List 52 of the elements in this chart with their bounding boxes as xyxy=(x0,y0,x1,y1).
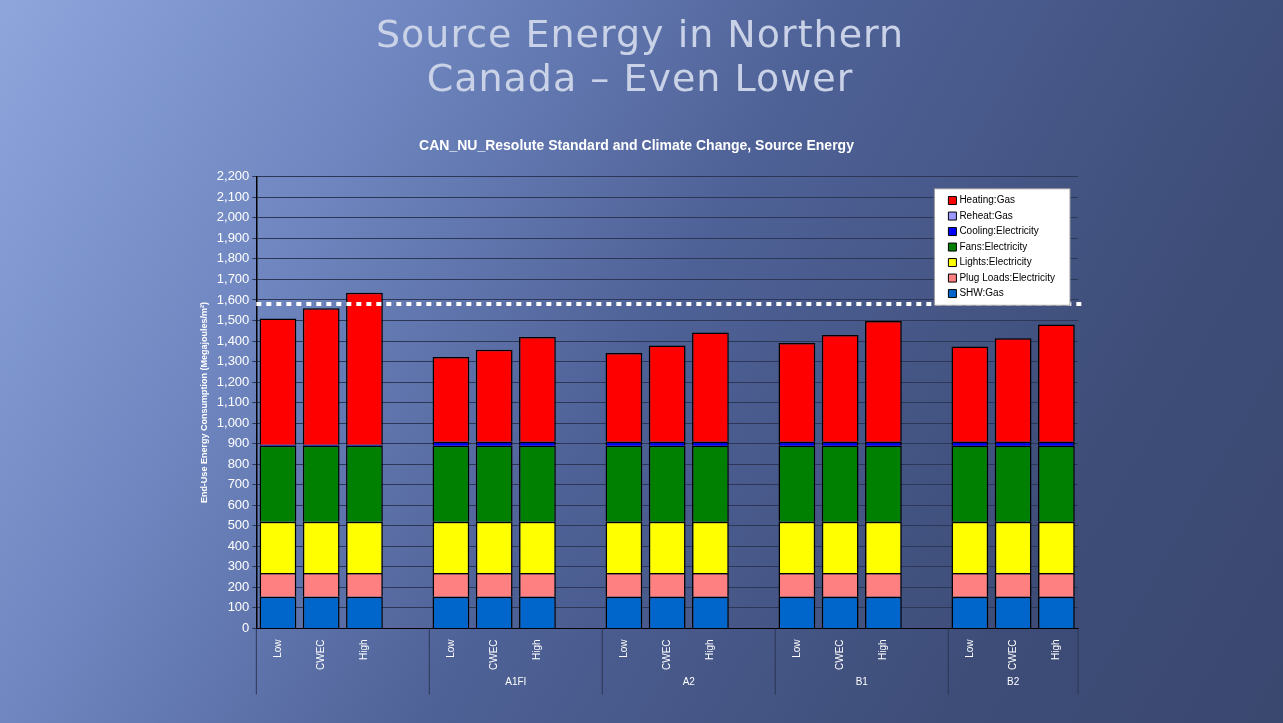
x-tick-label: High xyxy=(704,639,716,661)
y-tick-label: 1,300 xyxy=(216,353,250,369)
y-tick-label: 1,100 xyxy=(216,394,250,410)
legend-label: SHW:Gas xyxy=(959,287,1004,299)
legend-label: Fans:Electricity xyxy=(959,240,1028,252)
x-tick-label: Low xyxy=(271,638,283,658)
y-tick-label: 1,800 xyxy=(216,250,250,266)
y-axis-title: End-Use Energy Consumption (Megajoules/m²) xyxy=(198,302,209,504)
y-tick-label: 400 xyxy=(227,537,250,553)
legend-label: Heating:Gas xyxy=(959,194,1015,206)
y-tick-label: 1,600 xyxy=(216,291,250,307)
y-tick-label: 1,700 xyxy=(216,271,250,287)
y-tick-label: 700 xyxy=(227,476,250,492)
legend-label: Plug Loads:Electricity xyxy=(959,271,1056,283)
y-tick-label: 300 xyxy=(227,558,250,574)
y-tick-label: 1,500 xyxy=(216,312,250,328)
x-tick-label: High xyxy=(531,639,543,661)
x-tick-label: CWEC xyxy=(1006,639,1018,671)
x-tick-label: Low xyxy=(790,638,802,658)
chart-title: Source Energy in Northern Canada – Even Lower xyxy=(374,12,906,100)
x-tick-label: CWEC xyxy=(314,639,326,671)
legend-label: Cooling:Electricity xyxy=(959,225,1039,237)
y-tick-label: 2,100 xyxy=(216,188,250,204)
x-tick-label: CWEC xyxy=(660,639,672,671)
x-tick-label: High xyxy=(877,639,889,661)
text: B2 xyxy=(1007,676,1020,688)
y-tick-label: 1,900 xyxy=(216,229,250,245)
y-tick-label: 1,200 xyxy=(216,373,250,389)
y-tick-label: 800 xyxy=(227,455,250,471)
x-tick-label: High xyxy=(358,639,370,661)
x-tick-label: High xyxy=(1050,639,1062,661)
y-tick-label: 200 xyxy=(227,578,250,594)
y-tick-label: 600 xyxy=(227,496,250,512)
y-tick-label: 500 xyxy=(227,517,250,533)
y-tick-label: 0 xyxy=(242,620,250,636)
x-tick-label: Low xyxy=(444,638,456,658)
text: A2 xyxy=(682,676,696,688)
x-tick-label: Low xyxy=(617,638,629,658)
x-tick-label: CWEC xyxy=(833,639,845,671)
y-tick-label: 1,400 xyxy=(216,332,250,348)
y-tick-label: 900 xyxy=(227,435,250,451)
text: B1 xyxy=(855,676,869,688)
y-tick-label: 2,000 xyxy=(216,209,250,225)
y-tick-label: 100 xyxy=(227,599,250,615)
x-tick-label: CWEC xyxy=(487,639,499,671)
y-tick-label: 2,200 xyxy=(216,168,250,184)
chart-subtitle: CAN_NU_Resolute Standard and Climate Change, Source Energy xyxy=(419,137,855,154)
legend-label: Reheat:Gas xyxy=(959,209,1013,221)
y-tick-label: 1,000 xyxy=(216,414,250,430)
x-tick-label: Low xyxy=(963,638,975,658)
legend-label: Lights:Electricity xyxy=(959,256,1032,268)
text: A1FI xyxy=(505,676,527,688)
